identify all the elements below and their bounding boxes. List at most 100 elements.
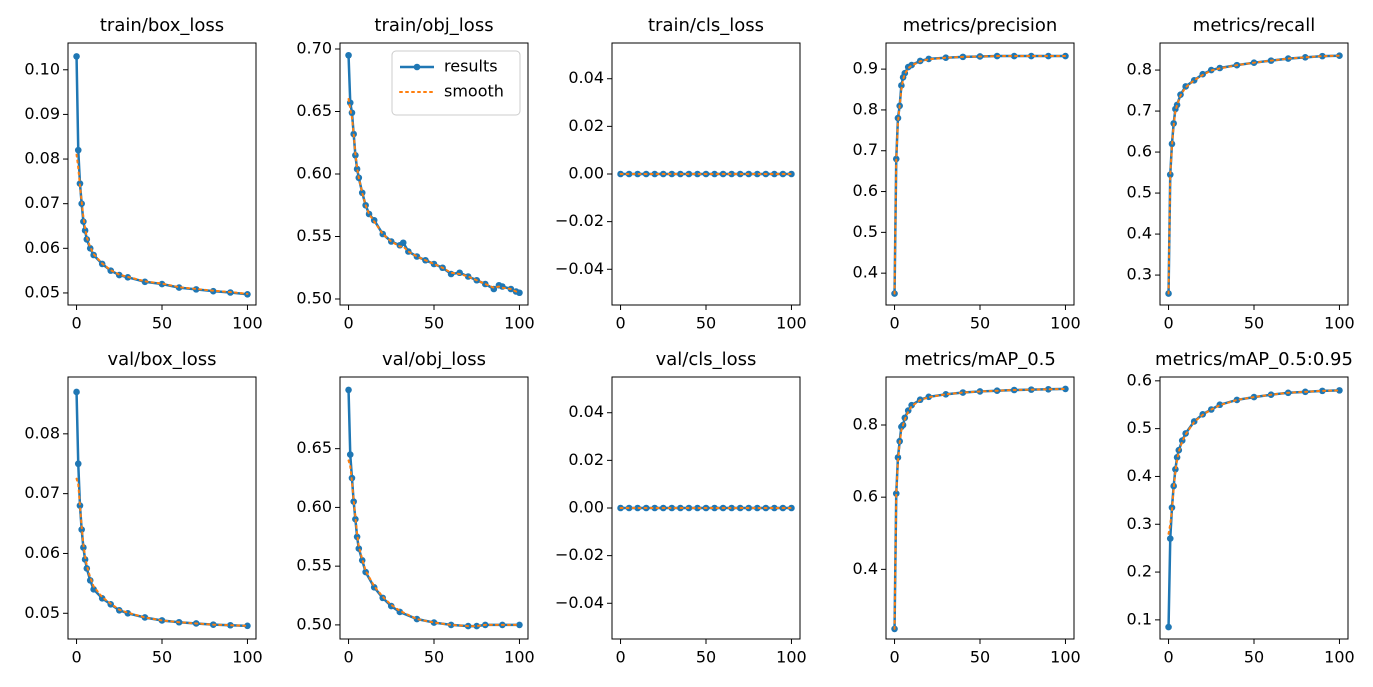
y-tick-label: 0.08 [24, 423, 60, 442]
y-tick-label: 0.65 [296, 101, 332, 120]
result-point [1172, 465, 1179, 473]
result-point [73, 388, 80, 396]
x-tick-label: 0 [615, 648, 625, 667]
y-tick-label: 0.50 [296, 289, 332, 308]
result-point [399, 239, 407, 247]
chart-title: metrics/mAP_0.5:0.95 [1155, 349, 1353, 370]
result-point [728, 170, 735, 178]
y-tick-label: 0.06 [24, 543, 60, 562]
axes-frame [885, 42, 1075, 306]
legend-label: smooth [444, 82, 504, 101]
y-tick-label: 0.1 [1127, 609, 1152, 628]
y-tick-label: −0.04 [555, 593, 604, 612]
axes-frame [885, 376, 1075, 640]
x-tick-label: 0 [1163, 648, 1173, 667]
y-tick-label: 0.55 [296, 226, 332, 245]
result-point [387, 602, 395, 610]
result-point [81, 556, 89, 563]
x-tick-label: 100 [1050, 314, 1081, 333]
axes-frame [67, 376, 257, 640]
y-tick-label: 0.4 [1127, 466, 1152, 485]
result-point [728, 504, 735, 512]
smooth-line [893, 387, 1067, 630]
result-point [1233, 396, 1241, 404]
result-point [358, 189, 366, 197]
result-point [892, 490, 900, 497]
y-tick-label: 0.04 [568, 68, 604, 87]
result-point [1062, 385, 1069, 393]
axes-frame [339, 376, 529, 640]
smooth-line [75, 153, 249, 295]
result-point [473, 622, 481, 630]
result-point [370, 216, 378, 224]
chart-title: val/box_loss [107, 349, 216, 370]
y-tick-label: 0.9 [853, 59, 878, 78]
x-tick-label: 50 [696, 648, 716, 667]
y-tick-label: 0.5 [1127, 418, 1152, 437]
chart-title: train/cls_loss [648, 15, 764, 36]
y-tick-label: 0.08 [24, 149, 60, 168]
x-tick-label: 100 [776, 314, 807, 333]
x-tick-label: 50 [1244, 314, 1264, 333]
result-point [942, 391, 950, 398]
y-tick-label: 0.05 [24, 282, 60, 301]
y-tick-label: 0.7 [853, 140, 878, 159]
y-tick-label: −0.04 [555, 259, 604, 278]
results-line [1167, 389, 1340, 628]
result-point [694, 170, 701, 178]
axes-frame [67, 42, 257, 306]
result-point [90, 586, 97, 593]
result-point [668, 504, 676, 512]
y-tick-label: 0.02 [568, 116, 604, 135]
result-point [1027, 52, 1035, 60]
y-tick-label: 0.55 [296, 556, 332, 575]
x-tick-label: 0 [615, 314, 625, 333]
result-point [894, 454, 902, 461]
chart-title: train/box_loss [100, 15, 224, 36]
y-tick-label: 0.3 [1127, 265, 1152, 284]
subplot: metrics/mAP_0.5 0.4 0.6 0.8 0 50 100 [853, 349, 1081, 667]
x-tick-label: 0 [1163, 314, 1173, 333]
result-point [694, 504, 701, 512]
y-tick-label: 0.4 [1127, 224, 1152, 243]
y-tick-label: 0.5 [1127, 183, 1152, 202]
result-point [1166, 535, 1174, 542]
result-point [345, 51, 352, 59]
legend-label: results [444, 57, 498, 76]
x-tick-label: 0 [71, 314, 81, 333]
smooth-line [893, 55, 1067, 295]
result-point [516, 289, 523, 297]
x-tick-label: 0 [71, 648, 81, 667]
results-line [893, 387, 1066, 629]
result-point [959, 389, 967, 396]
result-point [651, 504, 659, 512]
x-tick-label: 50 [970, 648, 990, 667]
result-point [447, 621, 455, 629]
result-point [73, 53, 80, 60]
smooth-line [347, 98, 521, 294]
y-tick-label: 0.02 [568, 450, 604, 469]
y-tick-label: 0.60 [296, 497, 332, 516]
y-tick-label: 0.60 [296, 164, 332, 183]
x-tick-label: 50 [424, 314, 444, 333]
y-tick-label: 0.50 [296, 614, 332, 633]
axes-frame [1159, 376, 1349, 640]
result-point [346, 451, 354, 458]
y-tick-label: 0.07 [24, 483, 60, 502]
x-tick-label: 50 [152, 648, 172, 667]
result-point [74, 460, 82, 468]
result-point [1336, 387, 1343, 394]
x-tick-label: 50 [152, 314, 172, 333]
subplot: val/cls_loss −0.04 −0.02 0.00 0.02 0.04 0 50 100 [555, 349, 807, 667]
axes-frame [339, 42, 529, 306]
result-point [1301, 54, 1309, 61]
chart-title: val/cls_loss [656, 349, 757, 370]
y-tick-label: 0.09 [24, 104, 60, 123]
y-tick-label: 0.6 [1127, 142, 1152, 161]
y-tick-label: 0.65 [296, 438, 332, 457]
chart-title: metrics/mAP_0.5 [904, 349, 1056, 370]
x-tick-label: 100 [1050, 648, 1081, 667]
y-tick-label: 0.7 [1127, 101, 1152, 120]
results-line [347, 389, 520, 628]
y-tick-label: 0.8 [1127, 60, 1152, 79]
